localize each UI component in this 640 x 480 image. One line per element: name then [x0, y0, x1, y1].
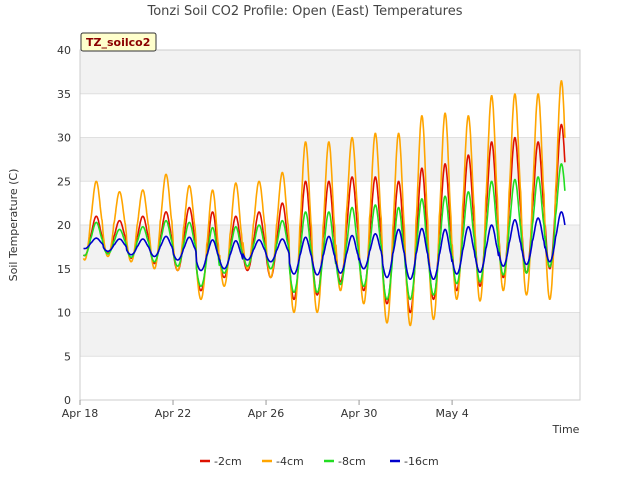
chart-title: Tonzi Soil CO2 Profile: Open (East) Temp… [146, 4, 462, 19]
badge-box [80, 32, 157, 52]
y-tick-label: 40 [57, 44, 71, 57]
y-axis-label: Soil Temperature (C) [7, 169, 20, 282]
legend-entry: -8cm [338, 455, 366, 468]
grid-band [80, 93, 580, 138]
series-badge: TZ_soilco2 [80, 32, 157, 52]
x-tick-label: Apr 26 [248, 407, 285, 420]
legend: -2cm -4cm -8cm -16cm [200, 455, 439, 468]
y-axis: 0 5 10 15 20 25 30 35 40 [57, 44, 71, 407]
series-line-neg8cm [82, 163, 566, 301]
y-tick-label: 25 [57, 175, 71, 188]
series-line-neg16cm [83, 211, 566, 281]
x-tick-label: Apr 18 [62, 407, 99, 420]
y-tick-label: 10 [57, 307, 71, 320]
grid-band [80, 50, 580, 94]
y-tick-label: 35 [57, 88, 71, 101]
badge-label: TZ_soilco2 [86, 36, 150, 49]
x-tick-label: May 4 [435, 407, 468, 420]
x-axis-label: Time [552, 423, 580, 436]
grid-band [80, 356, 580, 400]
x-tick-label: Apr 22 [155, 407, 192, 420]
x-tick-label: Apr 30 [341, 407, 378, 420]
series-lines [82, 80, 566, 327]
legend-entry: -2cm [214, 455, 242, 468]
y-tick-label: 0 [64, 394, 71, 407]
x-axis: Apr 18 Apr 22 Apr 26 Apr 30 May 4 [62, 400, 469, 420]
y-tick-label: 20 [57, 219, 71, 232]
y-tick-label: 30 [57, 132, 71, 145]
legend-entry: -16cm [404, 455, 439, 468]
y-tick-label: 15 [57, 263, 71, 276]
plot-frame [79, 49, 581, 401]
y-tick-label: 5 [64, 350, 71, 363]
series-line-neg4cm [82, 80, 566, 327]
grid-band [80, 268, 580, 313]
legend-entry: -4cm [276, 455, 304, 468]
grid-band [80, 312, 580, 357]
